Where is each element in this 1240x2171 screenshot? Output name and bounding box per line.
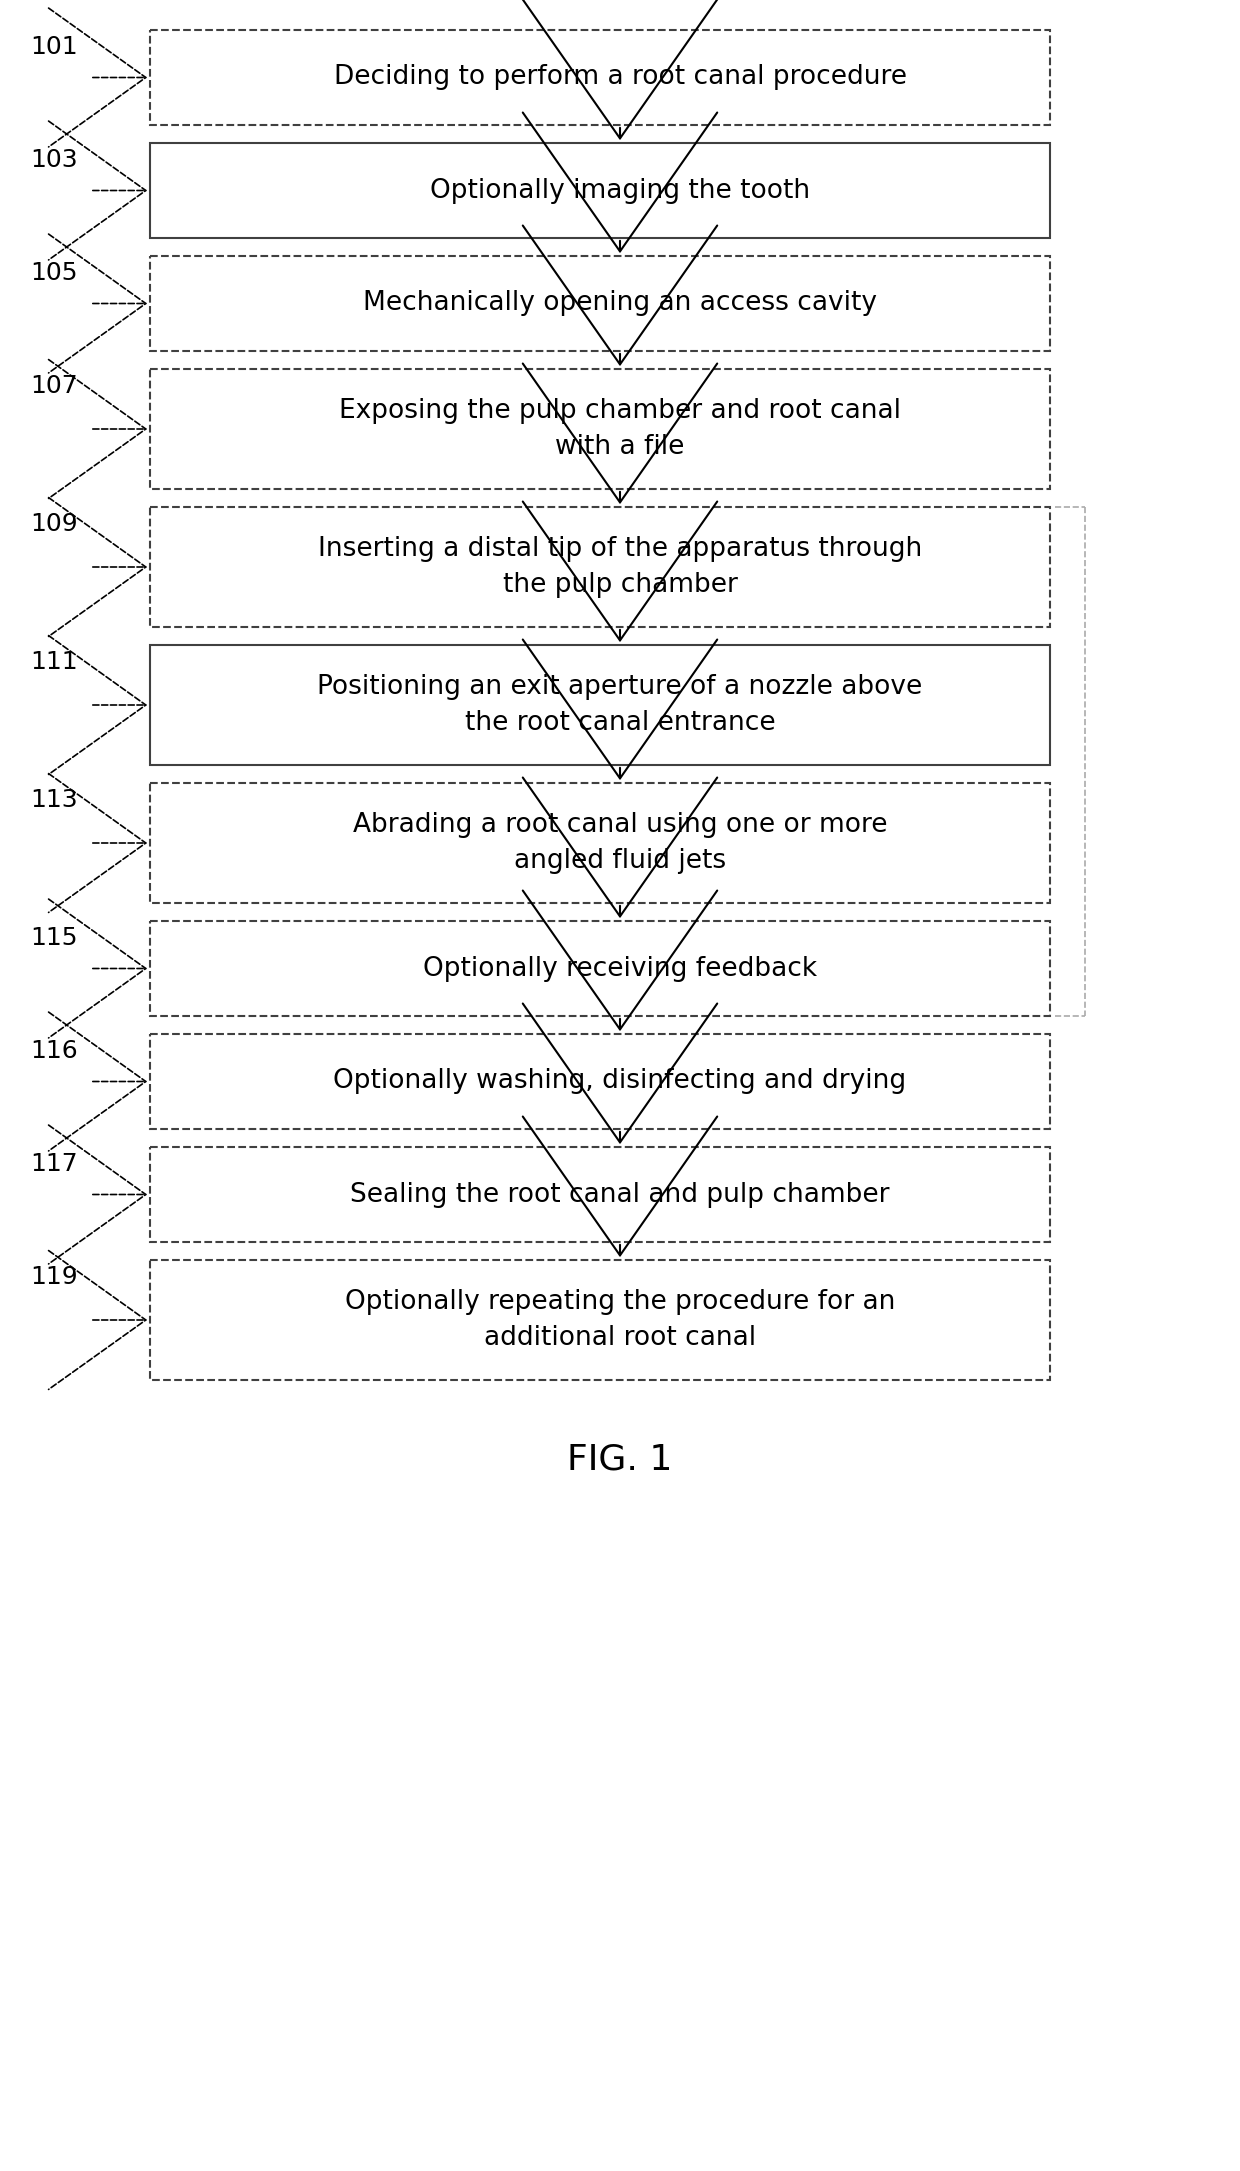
Bar [150, 921, 1050, 1016]
Text: 113: 113 [30, 788, 78, 812]
Text: 107: 107 [30, 373, 78, 397]
Bar [150, 143, 1050, 239]
Bar [150, 1146, 1050, 1242]
Bar [150, 508, 1050, 627]
Bar [150, 1259, 1050, 1381]
Text: Mechanically opening an access cavity: Mechanically opening an access cavity [363, 291, 877, 317]
Bar [150, 645, 1050, 764]
Text: Optionally imaging the tooth: Optionally imaging the tooth [430, 178, 810, 204]
Text: Positioning an exit aperture of a nozzle above
the root canal entrance: Positioning an exit aperture of a nozzle… [317, 673, 923, 736]
Text: Sealing the root canal and pulp chamber: Sealing the root canal and pulp chamber [350, 1181, 890, 1207]
Text: Exposing the pulp chamber and root canal
with a file: Exposing the pulp chamber and root canal… [339, 397, 901, 460]
Bar [150, 30, 1050, 126]
Text: 105: 105 [30, 261, 77, 284]
Text: 119: 119 [30, 1266, 78, 1290]
Text: 116: 116 [30, 1040, 78, 1064]
Bar [150, 256, 1050, 352]
Text: Optionally receiving feedback: Optionally receiving feedback [423, 955, 817, 981]
Text: 117: 117 [30, 1153, 78, 1177]
Text: Optionally washing, disinfecting and drying: Optionally washing, disinfecting and dry… [334, 1068, 906, 1094]
Text: Abrading a root canal using one or more
angled fluid jets: Abrading a root canal using one or more … [352, 812, 888, 875]
Text: Deciding to perform a root canal procedure: Deciding to perform a root canal procedu… [334, 65, 906, 91]
Text: 101: 101 [30, 35, 78, 59]
Text: Optionally repeating the procedure for an
additional root canal: Optionally repeating the procedure for a… [345, 1290, 895, 1350]
Bar [150, 369, 1050, 488]
Text: Inserting a distal tip of the apparatus through
the pulp chamber: Inserting a distal tip of the apparatus … [317, 536, 923, 597]
Bar [150, 784, 1050, 903]
Bar [150, 1033, 1050, 1129]
Text: FIG. 1: FIG. 1 [568, 1444, 672, 1476]
Text: 111: 111 [30, 649, 78, 673]
Text: 109: 109 [30, 512, 78, 536]
Text: 103: 103 [30, 148, 78, 172]
Text: 115: 115 [30, 927, 77, 951]
